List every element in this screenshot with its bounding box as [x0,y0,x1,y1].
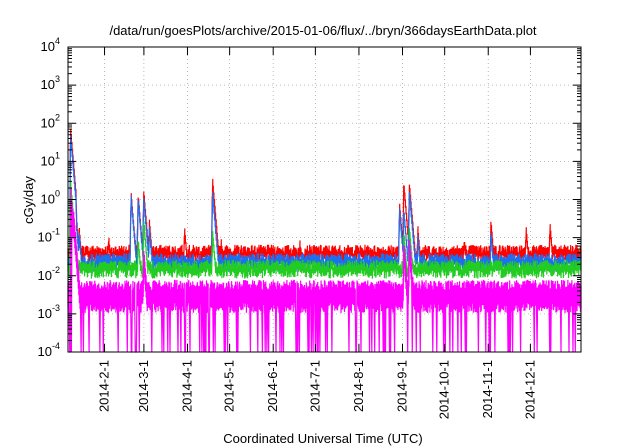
series-trace [67,188,582,353]
y-tick-label: 104 [41,36,60,54]
y-tick-label: 100 [41,189,60,207]
x-tick-label: 2014-12-1 [522,360,537,419]
x-tick-label: 2014-4-1 [179,360,194,412]
x-tick-label: 2014-11-1 [480,360,495,418]
x-tick-label: 2014-10-1 [437,360,452,419]
x-tick-label: 2014-5-1 [222,360,237,412]
x-axis-label: Coordinated Universal Time (UTC) [223,431,422,446]
data-series [67,128,582,353]
x-axis: 2014-2-1 2014-3-1 2014-4-1 2014-5-1 2014-6-1… [97,47,537,419]
chart-title: /data/run/goesPlots/archive/2015-01-06/f… [109,23,536,38]
y-tick-label: 10-2 [38,265,60,283]
y-axis-label: cGy/day [21,176,36,224]
x-tick-label: 2014-6-1 [265,360,280,412]
y-tick-label: 102 [41,112,60,130]
x-tick-label: 2014-3-1 [136,360,151,412]
y-tick-label: 10-4 [38,341,60,359]
y-tick-label: 103 [41,74,60,92]
y-tick-label: 10-3 [38,303,60,321]
series-trace [67,181,582,279]
x-tick-label: 2014-9-1 [395,360,410,412]
y-tick-label: 101 [41,150,60,168]
y-tick-label: 10-1 [38,227,60,245]
x-tick-label: 2014-7-1 [307,360,322,412]
x-tick-label: 2014-2-1 [97,360,112,412]
x-tick-label: 2014-8-1 [351,360,366,412]
